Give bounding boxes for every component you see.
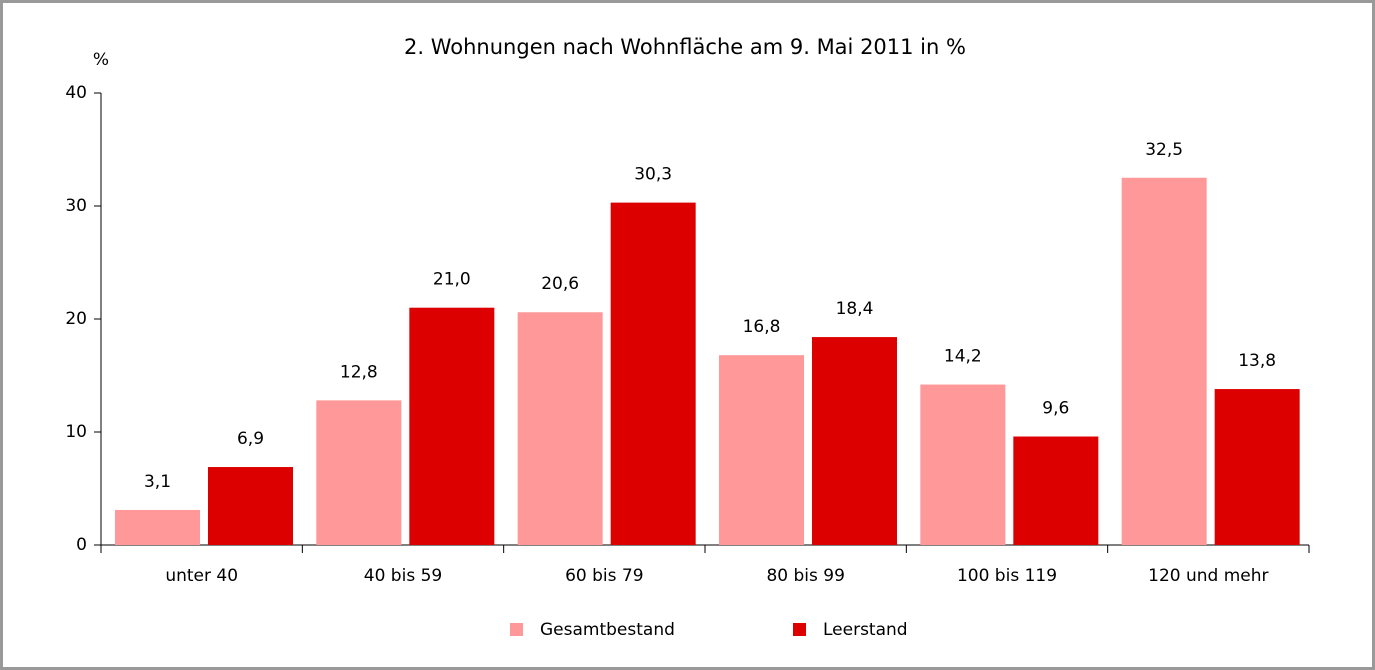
bar: [517, 312, 603, 545]
bar: [115, 509, 200, 545]
x-tick-label: 100 bis 119: [957, 566, 1057, 586]
y-tick-label: 0: [76, 535, 87, 555]
bar: [1214, 389, 1300, 545]
bar: [1013, 436, 1099, 545]
y-tick-label: 40: [65, 83, 87, 103]
value-label: 21,0: [433, 270, 471, 290]
value-label: 12,8: [340, 362, 378, 382]
bar: [1121, 177, 1207, 545]
x-tick-label: 60 bis 79: [565, 566, 643, 586]
legend-label: Leerstand: [823, 620, 908, 640]
x-tick-label: 120 und mehr: [1148, 566, 1268, 586]
y-axis-label: %: [93, 50, 109, 70]
bar: [812, 337, 897, 545]
bar: [719, 355, 804, 545]
x-tick-label: unter 40: [165, 566, 238, 586]
y-tick-label: 30: [65, 196, 87, 216]
value-label: 3,1: [144, 472, 171, 492]
x-tick-label: 80 bis 99: [766, 566, 844, 586]
x-tick-label: 40 bis 59: [364, 566, 442, 586]
bar: [409, 307, 495, 545]
value-label: 30,3: [634, 165, 672, 185]
value-label: 6,9: [237, 429, 264, 449]
legend-label: Gesamtbestand: [540, 620, 675, 640]
bar: [920, 384, 1006, 545]
bar: [208, 467, 293, 545]
value-label: 13,8: [1238, 351, 1276, 371]
value-label: 9,6: [1042, 399, 1069, 419]
value-label: 18,4: [836, 299, 874, 319]
bar: [610, 202, 696, 546]
legend-swatch: [793, 623, 806, 636]
y-tick-label: 20: [65, 309, 87, 329]
value-label: 16,8: [743, 317, 781, 337]
y-tick-label: 10: [65, 422, 87, 442]
value-label: 32,5: [1145, 140, 1183, 160]
value-label: 20,6: [541, 274, 579, 294]
bar: [316, 400, 402, 545]
value-label: 14,2: [944, 347, 982, 367]
legend-swatch: [510, 623, 523, 636]
chart-title: 2. Wohnungen nach Wohnfläche am 9. Mai 2…: [404, 35, 966, 59]
